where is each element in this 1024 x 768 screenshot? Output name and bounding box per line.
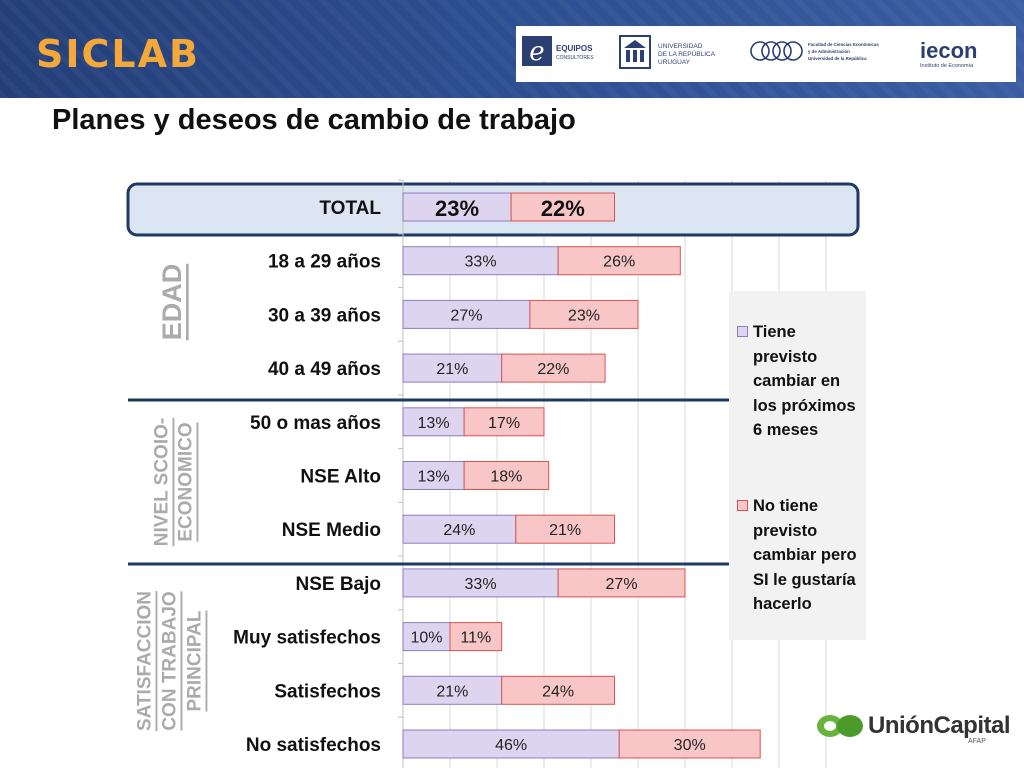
category-label: Muy satisfechos	[233, 628, 381, 649]
legend-swatch-series-1	[737, 326, 748, 337]
category-label: 50 o mas años	[250, 413, 381, 434]
udelar-seal-icon	[619, 35, 651, 69]
header-banner: SICLAB e EQUIPOS CONSULTORES UNIVERSIDAD…	[0, 0, 1024, 98]
data-label: 33%	[465, 254, 497, 271]
union-capital-leaf-icon-2	[837, 715, 863, 737]
category-label: TOTAL	[319, 198, 381, 219]
legend-item-series-2: No tiene previsto cambiar pero SI le gus…	[737, 494, 861, 617]
category-label: NSE Alto	[300, 467, 381, 488]
data-label: 21%	[436, 361, 468, 378]
data-label: 18%	[490, 469, 522, 486]
bar-segment	[402, 192, 512, 222]
bar-segment	[501, 675, 616, 705]
group-label-line: ECONOMICO	[176, 422, 197, 541]
data-label: 17%	[488, 415, 520, 432]
data-label: 27%	[606, 576, 638, 593]
data-label: 33%	[465, 576, 497, 593]
equipos-icon	[522, 36, 552, 66]
category-label: 40 a 49 años	[268, 359, 381, 380]
legend-label-series-2: No tiene previsto cambiar pero SI le gus…	[753, 497, 857, 613]
data-label: 22%	[541, 196, 585, 221]
iecon-sublabel: Instituto de Economía	[920, 63, 974, 69]
slide-title: Planes y deseos de cambio de trabajo	[52, 104, 576, 136]
fcea-line-2: y de Administración	[808, 49, 850, 54]
partner-logos: e EQUIPOS CONSULTORES UNIVERSIDAD DE LA …	[516, 26, 1016, 82]
udelar-line-1: UNIVERSIDAD	[658, 43, 703, 50]
bar-segment	[402, 675, 503, 705]
bar-segment	[402, 622, 451, 652]
equipos-label: EQUIPOS	[556, 44, 593, 53]
data-label: 21%	[549, 522, 581, 539]
siclab-logo: SICLAB	[36, 32, 200, 76]
bar-segment	[515, 514, 615, 544]
legend-swatch-series-2	[737, 500, 748, 511]
data-label: 30%	[674, 737, 706, 754]
category-label: NSE Medio	[282, 520, 381, 541]
bar-segment	[463, 461, 550, 490]
data-label: 23%	[435, 196, 479, 221]
equipos-icon-glyph: e	[529, 37, 544, 67]
partner-logos-art: e EQUIPOS CONSULTORES UNIVERSIDAD DE LA …	[522, 35, 977, 69]
data-label: 26%	[603, 254, 635, 271]
equipos-sublabel: CONSULTORES	[556, 55, 594, 61]
chart-bars: 23% 22% 33% 26% 27% 23% 21% 22% 13% 17% 13% 18% 24% 2…	[402, 192, 761, 759]
iecon-label: iecon	[920, 38, 977, 63]
bar-segment	[463, 407, 545, 437]
bar-segment	[449, 622, 503, 652]
bar-segment	[557, 246, 681, 276]
bar-segment	[402, 729, 620, 759]
fcea-line-1: Facultad de Ciencias Económicas	[808, 42, 879, 47]
data-label: 24%	[443, 522, 475, 539]
legend-item-series-1: Tiene previsto cambiar en los próximos 6…	[737, 320, 861, 443]
chart-axis	[398, 179, 404, 768]
category-label: 30 a 39 años	[268, 305, 381, 326]
group-separators	[128, 398, 738, 566]
data-label: 24%	[542, 683, 574, 700]
union-capital-leaf-hole	[824, 721, 836, 731]
category-label: 18 a 29 años	[268, 252, 381, 273]
union-capital-sub: AFAP	[968, 738, 986, 745]
legend-label-series-1: Tiene previsto cambiar en los próximos 6…	[753, 323, 856, 439]
data-label: 23%	[568, 307, 600, 324]
bar-segment	[402, 461, 465, 490]
data-label: 10%	[410, 630, 442, 647]
udelar-line-3: URUGUAY	[658, 59, 691, 66]
group-label-line: EDAD	[157, 264, 187, 341]
bar-segment	[510, 192, 616, 222]
data-label: 46%	[495, 737, 527, 754]
chart-category-labels: TOTAL 18 a 29 años 30 a 39 años 40 a 49 año…	[233, 198, 381, 756]
bar-segment	[501, 353, 606, 383]
chart-legend: Tiene previsto cambiar en los próximos 6…	[729, 291, 866, 640]
group-label-line: NIVEL SCOIO-	[152, 418, 173, 546]
data-label: 13%	[418, 469, 450, 486]
bar-segment	[402, 299, 531, 329]
union-capital-logo	[817, 715, 863, 737]
fcea-circles-icon	[750, 41, 803, 61]
group-label-line: PRINCIPAL	[185, 610, 206, 711]
category-label: No satisfechos	[246, 735, 381, 756]
udelar-building-icon	[624, 40, 646, 62]
data-label: 13%	[418, 415, 450, 432]
bar-segment	[557, 568, 686, 598]
group-label-line: SATISFACCION	[135, 591, 156, 731]
group-labels: EDAD NIVEL SCOIO- ECONOMICO SATISFACCION CON…	[135, 264, 206, 731]
data-label: 22%	[537, 361, 569, 378]
bar-segment	[618, 729, 761, 759]
bar-segment	[402, 568, 559, 598]
union-capital-name: UniónCapital	[868, 712, 1011, 739]
udelar-line-2: DE LA REPÚBLICA	[658, 49, 716, 58]
data-label: 27%	[450, 307, 482, 324]
group-label-line: CON TRABAJO	[160, 591, 181, 730]
category-label: Satisfechos	[274, 681, 381, 702]
data-label: 11%	[460, 630, 491, 647]
category-label: NSE Bajo	[295, 574, 381, 595]
fcea-line-3: Universidad de la República	[808, 56, 867, 61]
bar-segment	[529, 299, 639, 329]
data-label: 21%	[436, 683, 468, 700]
